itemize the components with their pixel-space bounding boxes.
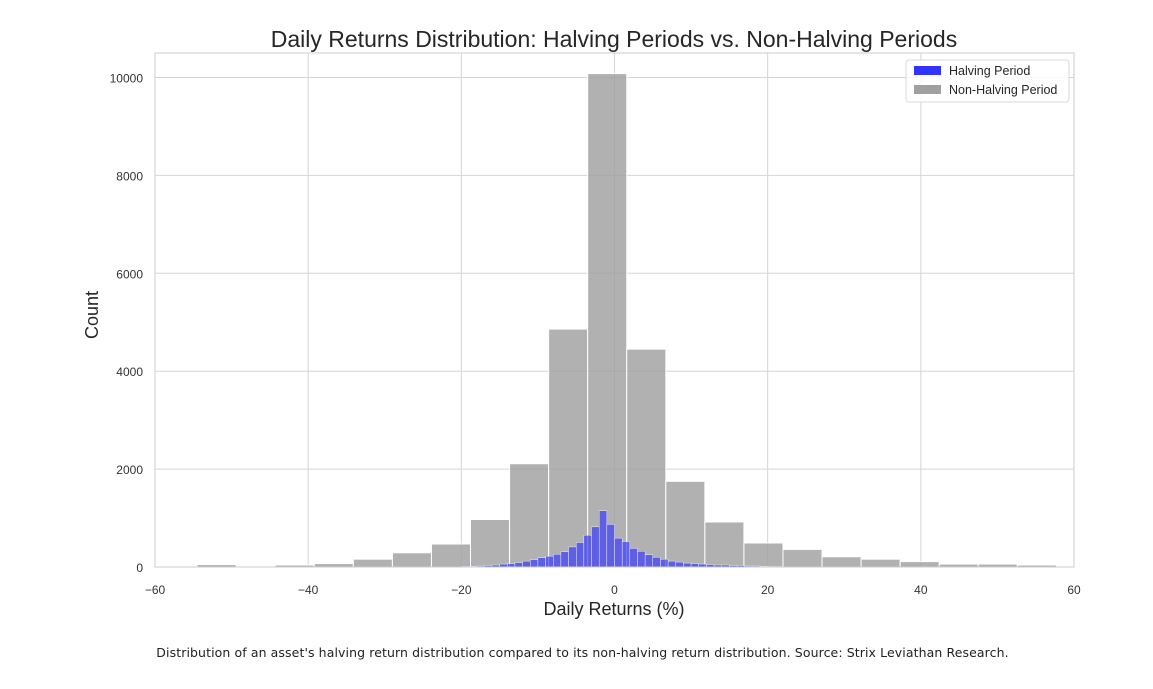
x-axis-label: Daily Returns (%) — [543, 599, 684, 619]
non-halving-bar — [352, 558, 393, 568]
non-halving-bar — [391, 552, 432, 568]
x-tick-label: −60 — [145, 583, 166, 597]
halving-bar — [560, 551, 569, 568]
non-halving-bar — [626, 348, 667, 568]
figure-caption: Distribution of an asset's halving retur… — [156, 645, 1009, 660]
y-tick-label: 0 — [136, 561, 143, 575]
halving-bar — [522, 560, 531, 568]
non-halving-bar — [665, 480, 706, 568]
x-tick-label: 40 — [914, 583, 928, 597]
halving-bar — [598, 510, 608, 568]
halving-bar — [614, 537, 623, 568]
legend-swatch-halving — [914, 66, 941, 75]
legend-swatch-non-halving — [914, 85, 941, 94]
halving-bar — [675, 561, 684, 568]
y-tick-label: 4000 — [116, 365, 143, 379]
halving-bar — [568, 546, 577, 568]
halving-bar — [690, 563, 699, 568]
legend-box — [905, 59, 1070, 103]
legend: Halving Period Non-Halving Period — [905, 59, 1070, 103]
non-halving-bar — [509, 463, 550, 568]
non-halving-bar — [782, 548, 823, 568]
y-tick-labels: 0 2000 4000 6000 8000 10000 — [110, 71, 144, 575]
non-halving-bar — [899, 561, 940, 568]
halving-bar — [652, 557, 661, 568]
halving-bar — [530, 559, 539, 568]
halving-bar — [514, 562, 523, 568]
x-tick-label: −40 — [298, 583, 319, 597]
halving-bar — [637, 551, 646, 568]
non-halving-bar — [587, 73, 628, 568]
non-halving-bar — [821, 556, 862, 568]
halving-bar — [576, 542, 585, 568]
x-tick-labels: −60 −40 −20 0 20 40 60 — [145, 583, 1081, 597]
plot-frame — [154, 52, 1075, 568]
y-axis-label: Count — [82, 291, 102, 339]
x-tick-label: 20 — [761, 583, 775, 597]
y-tick-label: 8000 — [116, 169, 143, 183]
y-tick-label: 10000 — [110, 71, 144, 85]
non-halving-bar — [704, 521, 745, 568]
y-tick-label: 2000 — [116, 463, 143, 477]
halving-bar — [553, 554, 562, 568]
legend-label-non-halving: Non-Halving Period — [949, 83, 1057, 97]
halving-bars — [461, 510, 784, 568]
y-tick-label: 6000 — [116, 267, 143, 281]
halving-bar — [545, 556, 554, 568]
non-halving-bar — [860, 558, 901, 568]
non-halving-bar — [743, 542, 784, 568]
x-tick-label: 60 — [1067, 583, 1081, 597]
halving-bar — [629, 548, 638, 568]
histogram-chart: −60 −40 −20 0 20 40 60 0200040006000800010000 … — [82, 26, 1081, 619]
halving-bar — [683, 562, 692, 568]
non-halving-bars — [157, 73, 1057, 568]
x-tick-label: −20 — [451, 583, 472, 597]
halving-bar — [660, 558, 669, 568]
non-halving-bar — [470, 519, 511, 568]
non-halving-bar — [313, 563, 354, 568]
non-halving-bar — [430, 543, 472, 568]
halving-bar — [621, 541, 631, 568]
halving-bar — [591, 526, 600, 568]
halving-bar — [644, 554, 653, 568]
halving-bar — [583, 534, 592, 568]
non-halving-bar — [548, 328, 589, 568]
legend-label-halving: Halving Period — [949, 64, 1030, 78]
chart-title: Daily Returns Distribution: Halving Peri… — [271, 26, 957, 52]
halving-bar — [667, 560, 676, 568]
halving-bar — [537, 557, 546, 568]
halving-bar — [507, 563, 516, 568]
x-tick-label: 0 — [611, 583, 618, 597]
halving-bar — [606, 524, 615, 568]
